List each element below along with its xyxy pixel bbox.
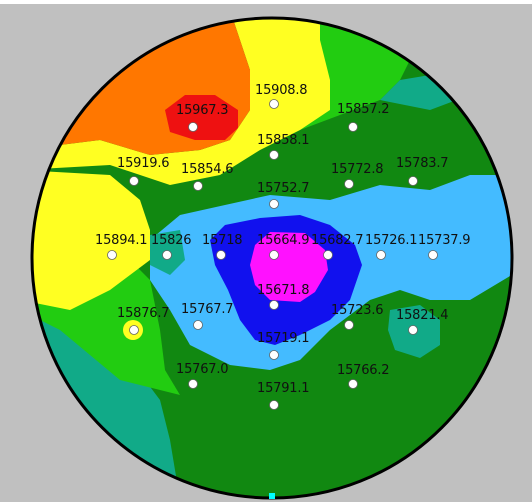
point-label: 15767.0 [176,362,229,377]
point-label: 15718 [202,233,243,248]
measurement-point-marker [216,250,226,260]
measurement-point-marker [129,325,139,335]
measurement-point-marker [408,176,418,186]
measurement-point-marker [188,379,198,389]
measurement-point-marker [348,379,358,389]
point-label: 15967.3 [176,103,229,118]
point-label: 15682.7 [311,233,364,248]
measurement-point-marker [348,122,358,132]
measurement-point-marker [323,250,333,260]
point-label: 15908.8 [255,83,308,98]
measurement-point-marker [129,176,139,186]
measurement-point-marker [428,250,438,260]
point-label: 15723.6 [331,303,384,318]
measurement-point-marker [193,181,203,191]
region-yellow [32,18,330,310]
point-label: 15821.4 [396,308,449,323]
measurement-point-marker [269,350,279,360]
measurement-point-marker [269,99,279,109]
point-label: 15857.2 [337,102,390,117]
measurement-point-marker [344,179,354,189]
point-label: 15726.1 [365,233,418,248]
region-magenta [250,232,328,302]
measurement-point-marker [269,250,279,260]
point-label: 15767.7 [181,302,234,317]
measurement-point-marker [107,250,117,260]
notch-marker [269,493,275,499]
region-red [165,95,238,140]
point-label: 15671.8 [257,283,310,298]
point-label: 15737.9 [418,233,471,248]
measurement-point-marker [408,325,418,335]
point-label: 15858.1 [257,133,310,148]
measurement-point-marker [376,250,386,260]
region-light-green-top [170,18,420,185]
measurement-point-marker [269,150,279,160]
point-label: 15894.1 [95,233,148,248]
point-label: 15664.9 [257,233,310,248]
point-label: 15876.7 [117,306,170,321]
point-label: 15919.6 [117,156,170,171]
measurement-point-marker [188,122,198,132]
point-label: 15766.2 [337,363,390,378]
point-label: 15719.1 [257,331,310,346]
top-border [0,0,532,4]
point-label: 15826 [151,233,192,248]
measurement-markers [107,99,438,410]
measurement-point-marker [193,320,203,330]
point-label: 15783.7 [396,156,449,171]
point-label: 15854.6 [181,162,234,177]
measurement-point-marker [269,400,279,410]
measurement-point-marker [344,320,354,330]
measurement-point-marker [269,199,279,209]
point-label: 15752.7 [257,181,310,196]
point-label: 15791.1 [257,381,310,396]
measurement-point-marker [162,250,172,260]
point-label: 15772.8 [331,162,384,177]
measurement-point-marker [269,300,279,310]
